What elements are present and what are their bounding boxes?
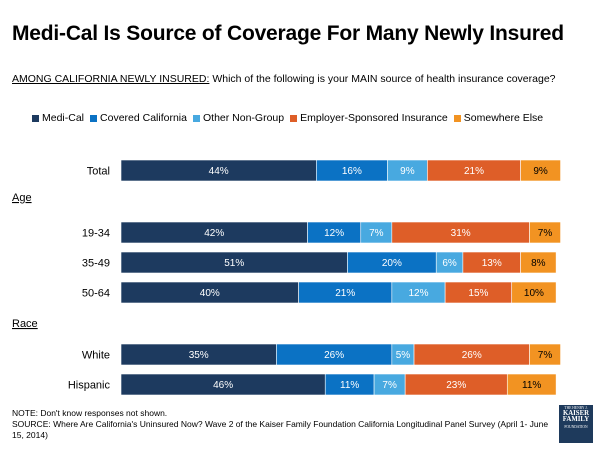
data-label: 8% [531,258,546,269]
data-label: 11% [340,380,359,391]
bar-segment [529,343,561,366]
data-label: 26% [324,350,344,361]
legend-item: Covered California [90,112,187,124]
legend-item: Other Non-Group [192,112,285,124]
legend-swatch [453,114,461,122]
stacked-bar-chart: Total 44% 16% 9% 21% 9% Age 19-34 42% 12% 7% 31% 7% 3… [12,159,561,396]
data-label: 9% [533,166,548,177]
legend-label: Employer-Sponsored Insurance [300,112,448,124]
data-label: 44% [209,166,229,177]
bar-segment [520,159,561,182]
row-label: 50-64 [82,288,110,300]
legend-item: Employer-Sponsored Insurance [290,112,448,124]
row-label: Hispanic [68,380,111,392]
legend-swatch [192,114,200,122]
data-label: 46% [213,380,233,391]
section-label: Race [12,318,38,330]
bar-segment [520,251,557,274]
data-label: 5% [396,350,411,361]
data-label: 7% [382,380,397,391]
data-label: 42% [204,228,224,239]
legend-item: Medi-Cal [32,112,84,124]
data-label: 35% [189,350,209,361]
kff-logo: THE HENRY J. KAISER FAMILY FOUNDATION [559,405,593,443]
logo-line-2: KAISER [562,409,590,417]
logo-line-4: FOUNDATION [564,425,588,430]
survey-question: AMONG CALIFORNIA NEWLY INSURED: Which of… [12,73,556,85]
data-label: 15% [468,288,488,299]
legend-label: Covered California [100,112,187,124]
bar-segment [511,281,557,304]
data-label: 9% [400,166,415,177]
chart-title: Medi-Cal Is Source of Coverage For Many … [12,22,564,45]
data-label: 12% [408,288,428,299]
bar-segment [506,373,557,396]
legend-swatch [290,114,298,122]
data-label: 6% [442,258,457,269]
question-text: Which of the following is your MAIN sour… [209,73,556,85]
note-text: NOTE: Don't know responses not shown. [12,408,168,418]
row-label: 35-49 [82,258,110,270]
data-label: 7% [538,350,553,361]
data-label: 7% [538,228,553,239]
source-text: SOURCE: Where Are California's Uninsured… [12,419,549,440]
data-label: 31% [451,228,471,239]
data-label: 10% [524,288,544,299]
row-label: Total [87,166,110,178]
legend-swatch [32,114,39,122]
data-label: 13% [482,258,502,269]
legend-label: Somewhere Else [463,112,544,124]
logo-line-3: FAMILY [562,416,590,424]
row-label: 19-34 [82,228,110,240]
bar-segment [529,221,561,244]
legend-swatch [90,114,98,122]
data-label: 51% [224,258,244,269]
data-label: 40% [200,288,220,299]
data-label: 16% [342,166,362,177]
question-lead: AMONG CALIFORNIA NEWLY INSURED: [12,73,210,85]
legend-label: Other Non-Group [202,112,285,124]
data-label: 20% [382,258,402,269]
data-label: 21% [464,166,484,177]
data-label: 12% [324,228,344,239]
data-label: 23% [446,380,466,391]
legend: Medi-Cal Covered California Other Non-Grou… [32,112,549,124]
logo-line-1: THE HENRY J. [564,406,588,410]
footnote: NOTE: Don't know responses not shown. SO… [12,408,552,441]
data-label: 7% [369,228,384,239]
legend-item: Somewhere Else [453,112,544,124]
section-label: Age [12,192,32,204]
row-label: White [82,350,110,362]
data-label: 11% [522,380,541,391]
data-label: 21% [335,288,355,299]
data-label: 26% [462,350,482,361]
legend-label: Medi-Cal [42,112,85,124]
